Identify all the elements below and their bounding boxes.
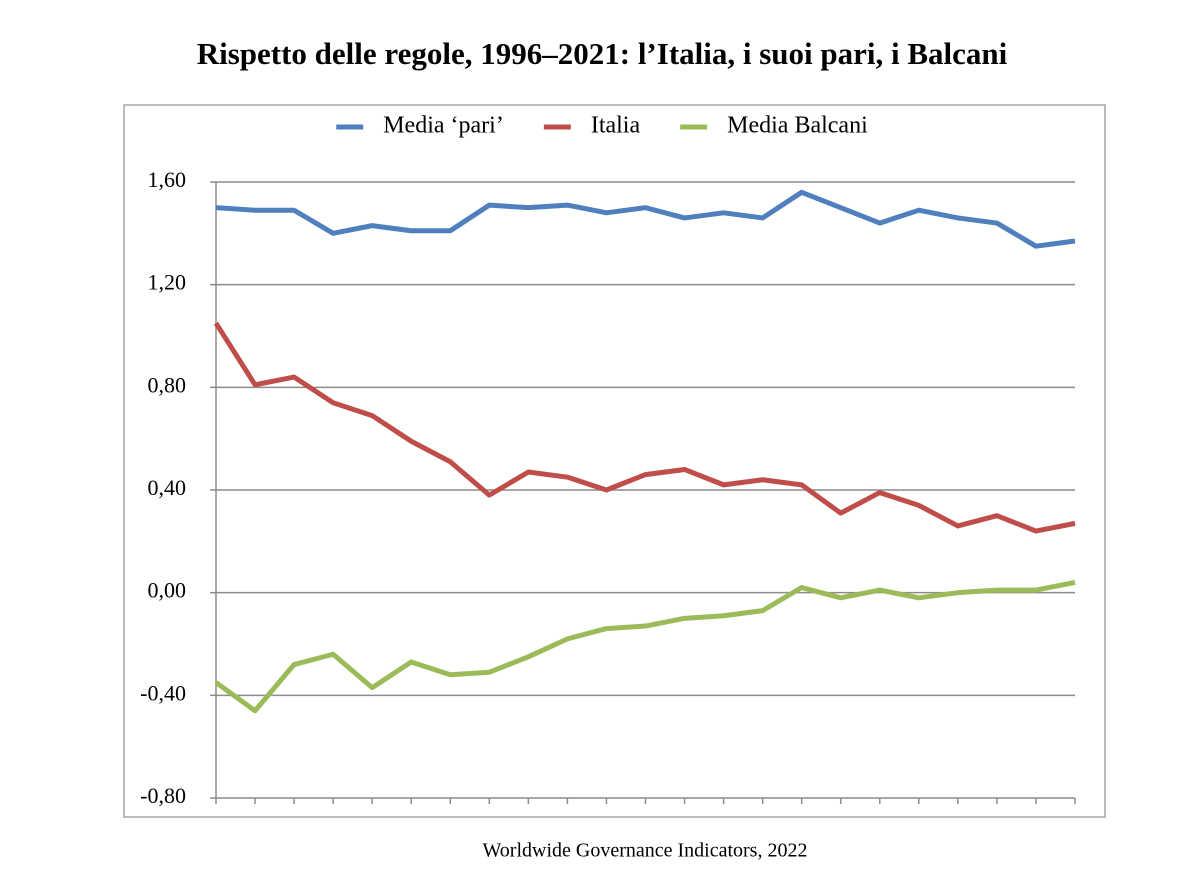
y-tick-label: 0,00 bbox=[148, 578, 187, 603]
source-note: Worldwide Governance Indicators, 2022 bbox=[483, 840, 808, 862]
data-line bbox=[215, 189, 1076, 249]
chart-frame bbox=[123, 104, 1106, 818]
legend-label: Media ‘pari’ bbox=[383, 113, 504, 139]
data-line bbox=[213, 321, 1076, 534]
chart-title: Rispetto delle regole, 1996–2021: l’Ital… bbox=[197, 36, 1008, 71]
data-line bbox=[214, 579, 1076, 714]
y-tick-label: 0,40 bbox=[148, 475, 187, 500]
y-tick-label: -0,80 bbox=[140, 783, 186, 808]
legend-label: Italia bbox=[591, 113, 641, 139]
y-tick-label: 1,20 bbox=[148, 270, 187, 295]
y-tick-label: 0,80 bbox=[148, 372, 187, 397]
y-tick-label: 1,60 bbox=[148, 167, 187, 192]
y-tick-label: -0,40 bbox=[140, 680, 186, 705]
legend-label: Media Balcani bbox=[727, 113, 868, 139]
